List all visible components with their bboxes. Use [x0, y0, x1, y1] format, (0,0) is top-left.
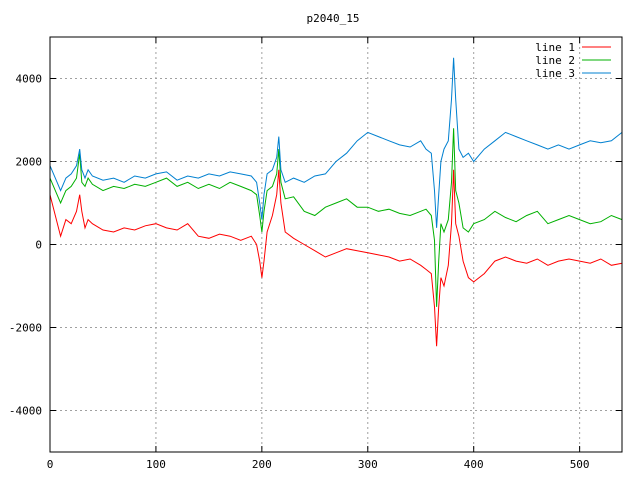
y-tick-label: 0: [35, 239, 42, 252]
series-line-1: [49, 169, 623, 347]
chart-title: p2040_15: [307, 12, 360, 25]
series-line-3: [49, 57, 623, 228]
series-line-2: [49, 128, 623, 307]
tick-layer: 0 100 200 300 400 500 -4000 -2000 0 2000 4000: [9, 37, 622, 471]
x-tick-label: 200: [252, 458, 272, 471]
y-tick-label: -2000: [9, 322, 42, 335]
x-tick-label: 500: [570, 458, 590, 471]
y-tick-label: -4000: [9, 405, 42, 418]
legend-label-3: line 3: [535, 67, 575, 80]
y-tick-label: 4000: [16, 73, 43, 86]
series-layer: [49, 57, 623, 347]
x-tick-label: 0: [47, 458, 54, 471]
x-tick-label: 400: [464, 458, 484, 471]
x-tick-label: 300: [358, 458, 378, 471]
legend-label-2: line 2: [535, 54, 575, 67]
legend-label-1: line 1: [535, 41, 575, 54]
x-tick-label: 100: [146, 458, 166, 471]
y-tick-label: 2000: [16, 156, 43, 169]
grid-layer: [50, 37, 622, 452]
